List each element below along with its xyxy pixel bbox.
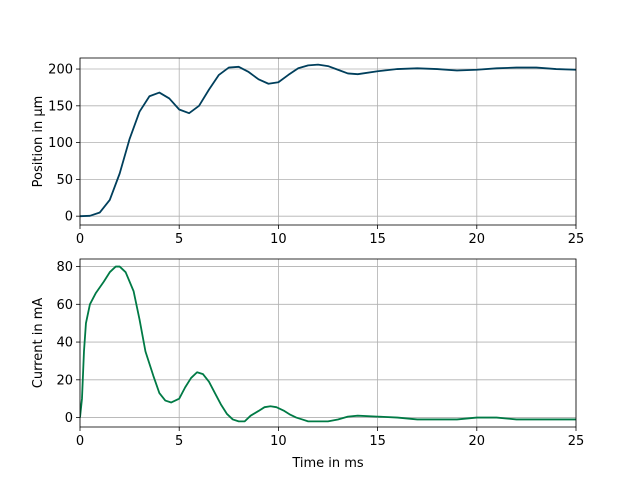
current-x-tick-label: 20	[469, 434, 486, 449]
position-y-tick-label: 100	[48, 136, 73, 151]
plot-current: 0 5 10 15 20 25 0 20 40 60 80 Current in mA Time in …	[31, 258, 585, 471]
position-x-tick-label: 15	[369, 232, 386, 247]
current-y-tick-label: 40	[56, 336, 73, 351]
position-x-tick-label: 25	[568, 232, 585, 247]
current-y-axis-label: Current in mA	[31, 298, 46, 389]
plot-position: 0 5 10 15 20 25 0 50 100 150 200 Position in µm	[31, 57, 585, 247]
current-y-tick-label: 0	[65, 411, 73, 426]
position-x-tick-label: 10	[270, 232, 287, 247]
current-y-tick-label: 80	[56, 260, 73, 275]
position-y-axis-label: Position in µm	[31, 96, 46, 188]
position-x-tick-label: 20	[469, 232, 486, 247]
current-y-tick-label: 20	[56, 373, 73, 388]
position-y-tick-label: 200	[48, 63, 73, 78]
current-x-tick-label: 15	[369, 434, 386, 449]
position-x-tick-label: 5	[175, 232, 183, 247]
current-x-axis-label: Time in ms	[291, 456, 364, 471]
current-series-line	[80, 265, 576, 423]
position-y-tick-label: 150	[48, 99, 73, 114]
position-x-tick-label: 0	[76, 232, 84, 247]
current-x-tick-label: 0	[76, 434, 84, 449]
position-y-tick-label: 0	[65, 210, 73, 225]
current-axes-frame	[79, 258, 577, 428]
position-y-tick-label: 50	[56, 173, 73, 188]
current-x-tick-label: 10	[270, 434, 287, 449]
position-series-line	[80, 63, 576, 218]
position-axes-frame	[79, 57, 577, 226]
current-x-tick-label: 25	[568, 434, 585, 449]
current-y-tick-label: 60	[56, 298, 73, 313]
current-x-tick-label: 5	[175, 434, 183, 449]
